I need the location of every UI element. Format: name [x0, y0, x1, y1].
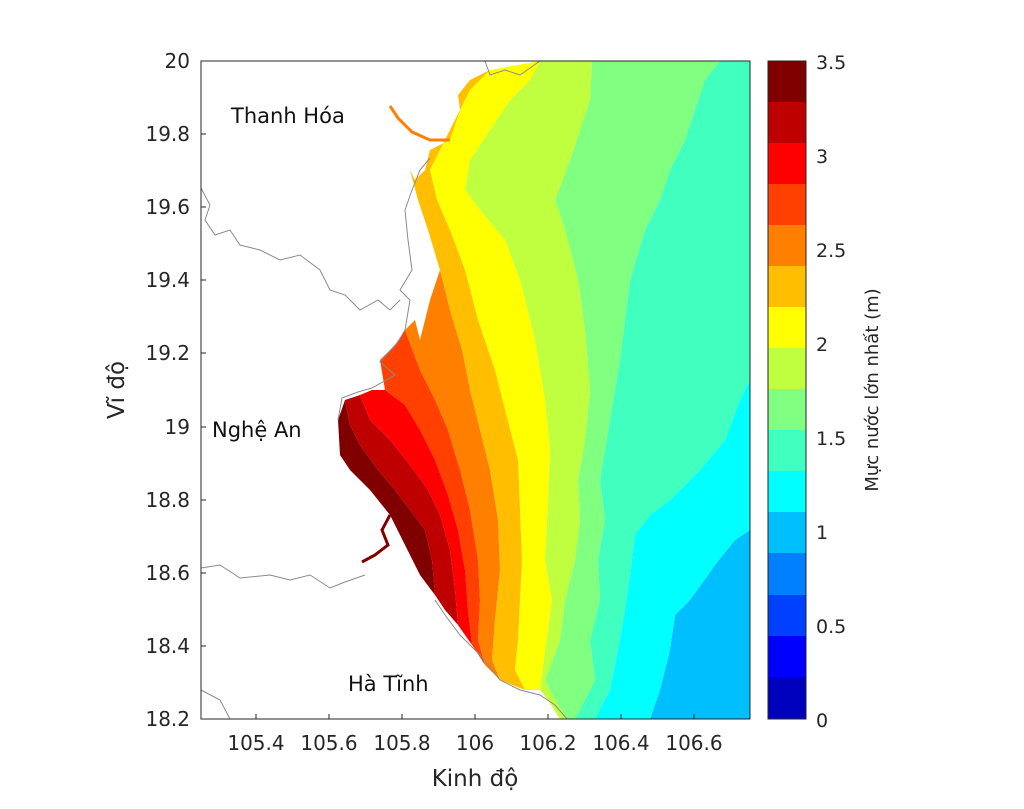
colorbar-band	[768, 61, 806, 102]
colorbar-band	[768, 471, 806, 512]
colorbar-band	[768, 348, 806, 389]
colorbar-tick-label: 1	[816, 522, 828, 544]
x-tick-label: 106	[456, 731, 494, 755]
x-tick-label: 106.4	[592, 731, 649, 755]
band-3.00	[380, 330, 485, 665]
x-axis: 105.4 105.6 105.8 106 106.2 106.4 106.6 …	[227, 714, 723, 792]
colorbar-band	[768, 430, 806, 471]
x-axis-title: Kinh độ	[432, 766, 519, 792]
colorbar-tick-label: 3.5	[816, 52, 846, 74]
colorbar-band	[768, 512, 806, 553]
band-1.00	[650, 530, 750, 719]
colorbar-band	[768, 307, 806, 348]
colorbar-tick-label: 0	[816, 710, 828, 732]
colorbar-tick-label: 2.5	[816, 240, 846, 262]
band-max	[338, 400, 435, 595]
y-tick-label: 19	[165, 415, 190, 439]
colorbar: 0 0.5 1 1.5 2 2.5 3 3.5 Mực nước lớn nhấ…	[767, 52, 883, 732]
colorbar-tick-label: 3	[816, 146, 828, 168]
colorbar-band	[768, 595, 806, 636]
y-tick-label: 18.6	[145, 561, 190, 585]
y-tick-label: 20	[165, 49, 190, 73]
colorbar-band	[768, 102, 806, 143]
colorbar-band	[768, 553, 806, 595]
band-1.75	[545, 61, 720, 719]
x-tick-label: 105.4	[227, 731, 284, 755]
colorbar-band	[768, 266, 806, 307]
river-nghe-an	[361, 514, 392, 564]
band-2.75	[405, 270, 500, 680]
band-2.25	[430, 61, 552, 690]
band-3.50	[345, 395, 458, 625]
colorbar-band	[768, 225, 806, 266]
y-tick-label: 19.8	[145, 122, 190, 146]
x-tick-label: 106.6	[665, 731, 722, 755]
y-tick-label: 18.4	[145, 634, 190, 658]
band-2.50	[410, 70, 525, 690]
colorbar-band	[768, 389, 806, 430]
colorbar-title: Mực nước lớn nhất (m)	[862, 288, 883, 491]
colorbar-tick-label: 0.5	[816, 616, 846, 638]
y-tick-label: 19.6	[145, 195, 190, 219]
colorbar-band	[768, 184, 806, 225]
y-tick-label: 18.8	[145, 488, 190, 512]
band-3.25	[360, 390, 472, 645]
colorbar-tick-label: 2	[816, 334, 828, 356]
y-axis: 20 19.8 19.6 19.4 19.2 19 18.8 18.6 18.4…	[104, 49, 206, 731]
region-label-ha-tinh: Hà Tĩnh	[348, 672, 429, 696]
y-tick-label: 19.2	[145, 341, 190, 365]
colorbar-border	[767, 60, 807, 720]
x-tick-label: 106.2	[519, 731, 576, 755]
band-1.25	[595, 380, 750, 719]
y-axis-title: Vĩ độ	[104, 361, 130, 419]
boundary-lines	[201, 61, 568, 719]
colorbar-band	[768, 636, 806, 677]
region-label-thanh-hoa: Thanh Hóa	[230, 104, 345, 128]
x-tick-label: 105.6	[300, 731, 357, 755]
band-2.00	[465, 61, 592, 719]
colorbar-band	[768, 677, 806, 719]
colorbar-band	[768, 143, 806, 184]
river-thanh-hoa	[388, 105, 450, 142]
contour-layer	[201, 61, 750, 719]
x-tick-label: 105.8	[373, 731, 430, 755]
band-1.50	[575, 61, 750, 719]
colorbar-tick-label: 1.5	[816, 428, 846, 450]
region-label-nghe-an: Nghệ An	[212, 418, 302, 442]
y-tick-label: 19.4	[145, 268, 190, 292]
y-tick-label: 18.2	[145, 707, 190, 731]
